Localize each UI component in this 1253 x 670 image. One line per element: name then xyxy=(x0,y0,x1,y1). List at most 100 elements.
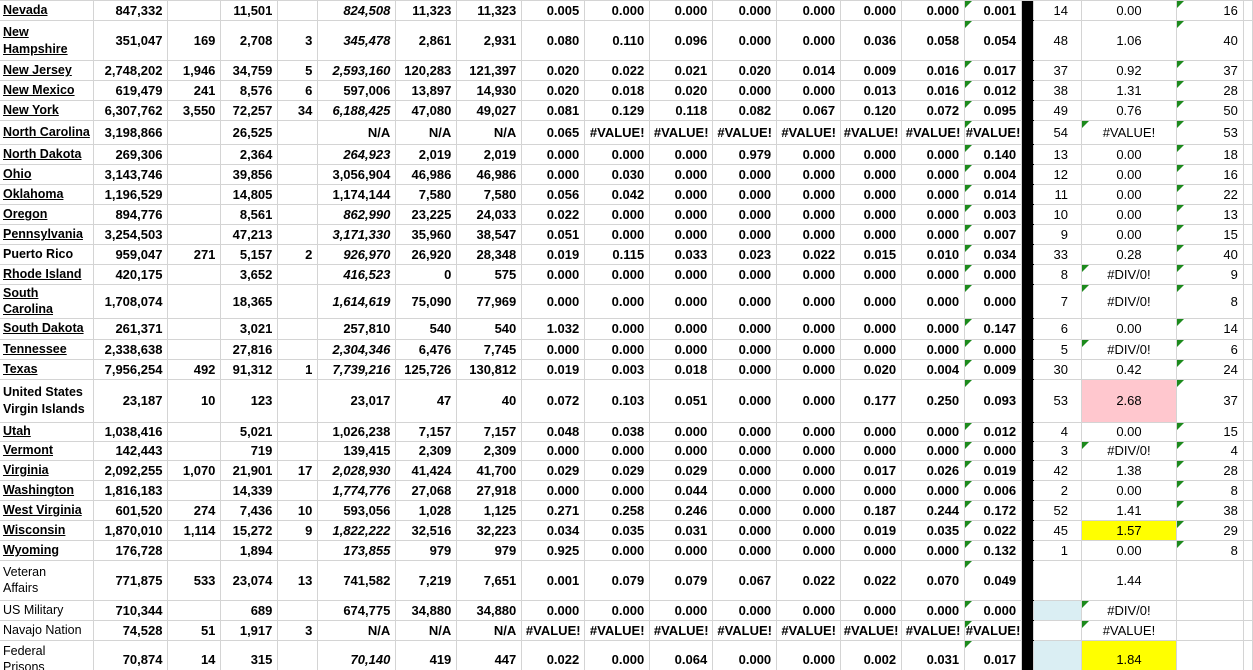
cell[interactable] xyxy=(277,600,319,621)
cell[interactable]: 0.000 xyxy=(840,224,903,245)
cell[interactable]: 0.000 xyxy=(901,144,966,165)
cell[interactable]: 1.41 xyxy=(1081,500,1177,521)
cell[interactable]: 0.000 xyxy=(649,540,714,561)
cell[interactable]: 0.000 xyxy=(776,204,842,225)
row-label-cell[interactable]: Wyoming xyxy=(0,540,95,561)
cell[interactable]: 0.012 xyxy=(964,80,1023,101)
cell[interactable]: 416,523 xyxy=(317,264,397,285)
cell[interactable]: 0.029 xyxy=(584,460,651,481)
cell[interactable]: 2,304,346 xyxy=(317,339,397,360)
cell[interactable]: 0.017 xyxy=(840,460,903,481)
cell[interactable] xyxy=(1243,20,1253,61)
cell[interactable]: 14 xyxy=(1176,318,1244,340)
cell[interactable]: 0.018 xyxy=(584,80,651,101)
cell[interactable]: 0.000 xyxy=(840,600,903,621)
cell[interactable] xyxy=(167,540,222,561)
cell[interactable]: 0.000 xyxy=(649,318,714,340)
cell[interactable]: #VALUE! xyxy=(840,620,903,641)
cell[interactable]: 0.000 xyxy=(776,184,842,205)
cell[interactable]: 35,960 xyxy=(395,224,458,245)
row-label-cell[interactable]: Wisconsin xyxy=(0,520,95,541)
cell[interactable] xyxy=(1243,540,1253,561)
cell[interactable]: 0.000 xyxy=(901,0,966,21)
cell[interactable]: 0.031 xyxy=(901,640,966,670)
cell[interactable]: 0.00 xyxy=(1081,422,1177,442)
cell[interactable]: 130,812 xyxy=(456,359,523,380)
cell[interactable]: 0.118 xyxy=(649,100,714,121)
cell[interactable]: 1,816,183 xyxy=(93,480,169,501)
cell[interactable]: 26,525 xyxy=(220,120,279,145)
cell[interactable]: 121,397 xyxy=(456,60,523,81)
cell[interactable]: #DIV/0! xyxy=(1081,339,1177,360)
cell[interactable] xyxy=(1033,560,1083,601)
cell[interactable]: 0.000 xyxy=(712,460,778,481)
cell[interactable]: 0.00 xyxy=(1081,184,1177,205)
row-label-cell[interactable]: Texas xyxy=(0,359,95,380)
cell[interactable]: 0.022 xyxy=(521,204,586,225)
cell[interactable]: 13 xyxy=(1033,144,1083,165)
cell[interactable]: 0.00 xyxy=(1081,164,1177,185)
cell[interactable]: 0.76 xyxy=(1081,100,1177,121)
cell[interactable] xyxy=(277,480,319,501)
row-label-cell[interactable]: South Dakota xyxy=(0,318,95,340)
cell[interactable]: 0.244 xyxy=(901,500,966,521)
cell[interactable]: 32,516 xyxy=(395,520,458,541)
cell[interactable]: 0.019 xyxy=(964,460,1023,481)
cell[interactable] xyxy=(277,144,319,165)
cell[interactable]: 710,344 xyxy=(93,600,169,621)
cell[interactable]: 0.000 xyxy=(776,441,842,461)
cell[interactable]: 0.000 xyxy=(712,500,778,521)
cell[interactable]: 6 xyxy=(1033,318,1083,340)
cell[interactable]: 0.000 xyxy=(649,144,714,165)
row-label-cell[interactable]: West Virginia xyxy=(0,500,95,521)
cell[interactable]: 0.001 xyxy=(521,560,586,601)
cell[interactable]: 1,917 xyxy=(220,620,279,641)
cell[interactable]: 0.147 xyxy=(964,318,1023,340)
cell[interactable]: 0.000 xyxy=(776,460,842,481)
cell[interactable]: 0.020 xyxy=(521,80,586,101)
cell[interactable]: 0.000 xyxy=(584,600,651,621)
cell[interactable]: 34,880 xyxy=(395,600,458,621)
cell[interactable]: 7,651 xyxy=(456,560,523,601)
row-label-cell[interactable]: Utah xyxy=(0,422,95,442)
cell[interactable]: 47,213 xyxy=(220,224,279,245)
cell[interactable]: 0.000 xyxy=(776,480,842,501)
cell[interactable]: 49 xyxy=(1033,100,1083,121)
cell[interactable]: 4 xyxy=(1176,441,1244,461)
cell[interactable] xyxy=(277,540,319,561)
cell[interactable] xyxy=(277,640,319,670)
cell[interactable]: 0.000 xyxy=(584,339,651,360)
cell[interactable] xyxy=(1243,120,1253,145)
cell[interactable]: 30 xyxy=(1033,359,1083,380)
cell[interactable]: 3,198,866 xyxy=(93,120,169,145)
cell[interactable]: 0.000 xyxy=(712,540,778,561)
cell[interactable]: 2,309 xyxy=(456,441,523,461)
cell[interactable]: 0.012 xyxy=(964,422,1023,442)
cell[interactable]: 0.000 xyxy=(776,600,842,621)
cell[interactable] xyxy=(1243,422,1253,442)
cell[interactable]: 0.003 xyxy=(964,204,1023,225)
cell[interactable]: 2.68 xyxy=(1081,379,1177,423)
cell[interactable] xyxy=(167,184,222,205)
cell[interactable]: 0.000 xyxy=(964,284,1023,319)
cell[interactable]: 0.000 xyxy=(521,600,586,621)
cell[interactable]: 0.000 xyxy=(901,422,966,442)
cell[interactable]: 0.000 xyxy=(776,164,842,185)
cell[interactable]: 345,478 xyxy=(317,20,397,61)
cell[interactable]: #VALUE! xyxy=(521,620,586,641)
cell[interactable]: 0.000 xyxy=(840,164,903,185)
cell[interactable]: 0.00 xyxy=(1081,224,1177,245)
cell[interactable]: 3,143,746 xyxy=(93,164,169,185)
cell[interactable]: 0.92 xyxy=(1081,60,1177,81)
cell[interactable]: N/A xyxy=(456,620,523,641)
cell[interactable]: 0.42 xyxy=(1081,359,1177,380)
cell[interactable]: 0.005 xyxy=(521,0,586,21)
cell[interactable] xyxy=(167,264,222,285)
cell[interactable]: 8,576 xyxy=(220,80,279,101)
cell[interactable]: 0.000 xyxy=(584,204,651,225)
cell[interactable] xyxy=(1243,0,1253,21)
row-label-cell[interactable]: United States Virgin Islands xyxy=(0,379,95,423)
row-label-cell[interactable]: Navajo Nation xyxy=(0,620,95,641)
cell[interactable]: 0.000 xyxy=(901,284,966,319)
cell[interactable]: 2,028,930 xyxy=(317,460,397,481)
